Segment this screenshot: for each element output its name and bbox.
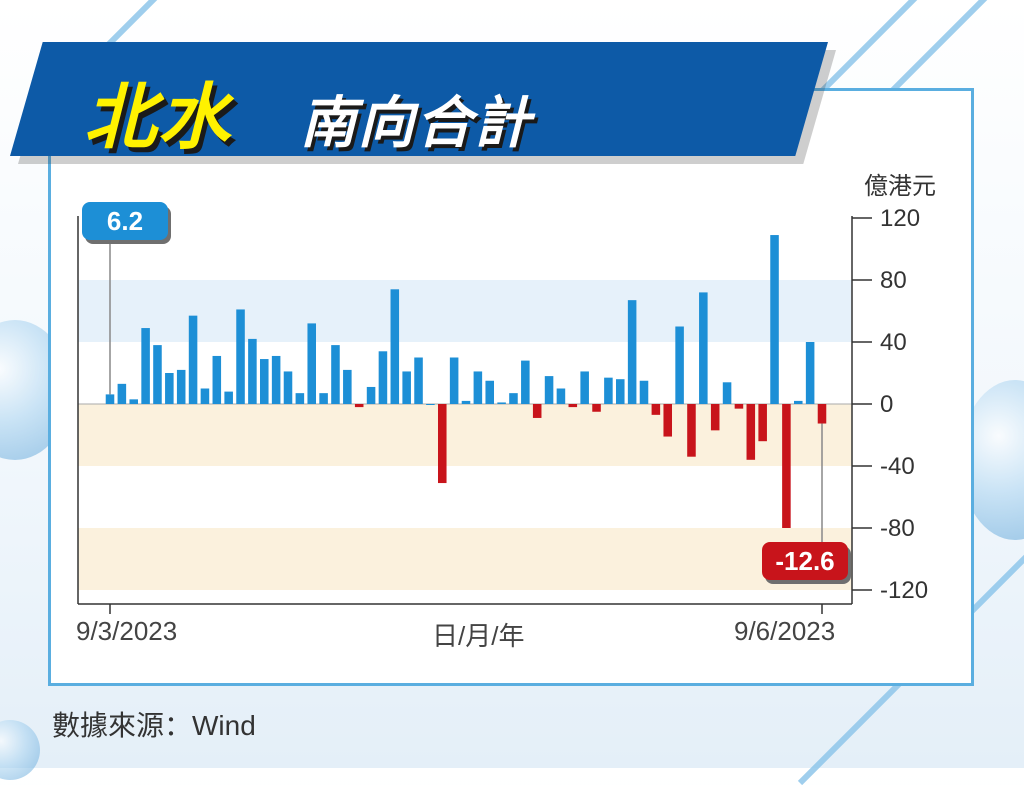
x-axis-start-label: 9/3/2023 — [76, 616, 178, 646]
bar — [722, 382, 732, 404]
bar — [319, 393, 328, 404]
bar — [414, 357, 423, 404]
y-tick-label: -80 — [880, 515, 915, 542]
y-tick-label: 0 — [880, 391, 893, 418]
bar — [604, 377, 613, 404]
bar — [141, 328, 150, 404]
y-tick-label: -120 — [880, 577, 928, 604]
bar — [532, 404, 542, 418]
bar — [651, 404, 661, 415]
shaded-band — [78, 280, 852, 342]
bar — [224, 391, 233, 404]
y-tick-label: 120 — [880, 205, 920, 232]
bar — [758, 404, 767, 442]
y-tick-label: 40 — [880, 329, 907, 356]
x-axis-end-label: 9/6/2023 — [734, 616, 836, 646]
bar — [212, 355, 222, 404]
bar — [746, 404, 756, 460]
title-banner — [10, 42, 828, 156]
bar — [675, 326, 684, 404]
bar — [497, 402, 506, 404]
bar — [426, 404, 435, 405]
bar — [248, 338, 257, 404]
y-tick-label: 80 — [880, 267, 907, 294]
bar — [485, 380, 495, 404]
bar — [544, 376, 554, 404]
chart-title: 南向合計 — [300, 91, 532, 156]
bar — [793, 400, 803, 404]
bar — [556, 388, 566, 404]
bar — [782, 404, 791, 528]
bar — [271, 355, 281, 404]
bar — [437, 404, 447, 484]
bar — [592, 404, 601, 412]
y-tick-label: -40 — [880, 453, 915, 480]
bar — [817, 404, 827, 424]
bar — [366, 386, 376, 404]
bar — [390, 289, 400, 404]
bar — [615, 379, 625, 404]
bar — [521, 360, 530, 404]
y-axis-unit-label: 億港元 — [864, 173, 936, 200]
bar — [687, 404, 696, 457]
bar — [165, 373, 174, 404]
bar — [710, 404, 720, 431]
x-axis-label: 日/月/年 — [432, 621, 525, 651]
last-value-callout: -12.6 — [762, 542, 848, 580]
bar-chart: 120 80 40 0 -40 -80 -120 — [77, 205, 928, 614]
bar — [153, 345, 162, 404]
bar — [343, 369, 352, 404]
bar — [580, 371, 589, 404]
bar — [770, 235, 779, 404]
first-value-callout: 6.2 — [82, 202, 168, 240]
bar — [663, 404, 673, 437]
shaded-band — [78, 528, 852, 590]
bar — [105, 394, 115, 404]
bar — [176, 369, 186, 404]
bar — [805, 342, 815, 404]
bar — [509, 393, 518, 404]
bar — [117, 383, 127, 404]
bar — [307, 323, 317, 404]
bar — [200, 388, 210, 404]
bar — [259, 359, 269, 404]
bar — [699, 292, 708, 404]
bar — [129, 399, 139, 404]
title-highlight: 北水 — [84, 75, 233, 159]
bar — [331, 345, 340, 404]
bar — [627, 300, 637, 404]
bar — [402, 371, 411, 404]
bar — [283, 371, 293, 404]
bar — [236, 309, 245, 404]
bar — [354, 404, 364, 408]
data-source: 數據來源：Wind — [52, 710, 256, 741]
bar — [295, 393, 305, 404]
bar — [188, 315, 198, 404]
bar — [734, 404, 744, 409]
bar — [461, 400, 471, 404]
bar — [568, 404, 578, 408]
bar — [378, 351, 388, 404]
shaded-band — [78, 404, 852, 466]
bar — [473, 371, 483, 404]
bar — [639, 380, 649, 404]
bar — [449, 357, 459, 404]
